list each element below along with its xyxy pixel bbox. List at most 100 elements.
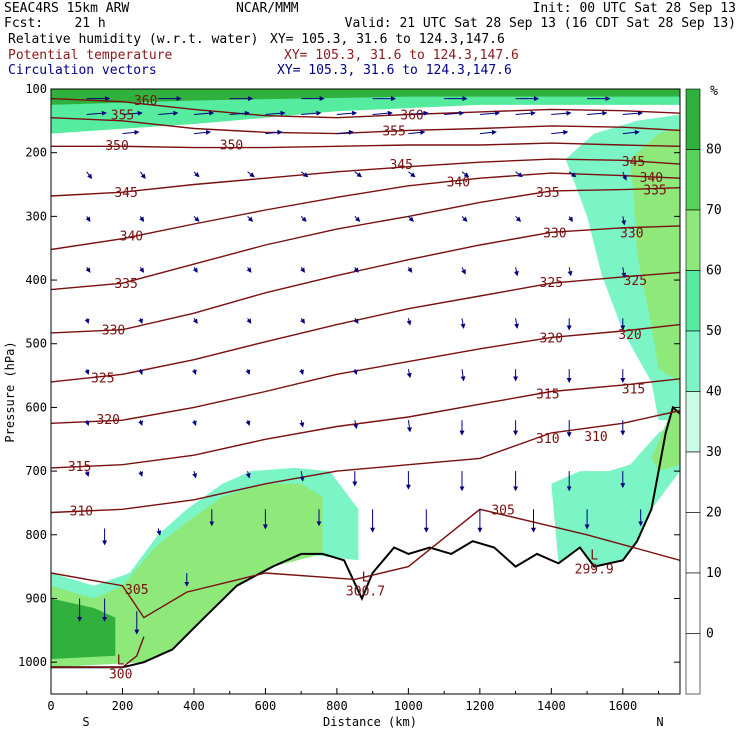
circulation-vector-50 — [461, 216, 468, 222]
theta-contour-335 — [51, 187, 680, 291]
circulation-vector-60 — [407, 267, 413, 273]
circulation-vector-82 — [406, 369, 412, 379]
circulation-vector-99 — [138, 470, 144, 477]
circulation-vector-90 — [245, 420, 251, 426]
circulation-vector-0 — [86, 110, 107, 116]
circulation-vector-71 — [406, 318, 412, 326]
theta-label-20: 320 — [540, 331, 563, 346]
circulation-vector-32 — [86, 171, 93, 179]
theta-contour-320 — [51, 323, 680, 424]
theta-label-7: 325 — [91, 372, 114, 387]
colorbar-label-30: 30 — [706, 445, 722, 460]
theta-label-11: 305 — [125, 583, 148, 598]
theta-contour-315 — [51, 378, 680, 469]
x-tick-label-1600: 1600 — [608, 699, 637, 713]
circulation-vector-70 — [353, 318, 359, 324]
theta-label-5: 335 — [114, 277, 137, 292]
circulation-vector-58 — [300, 267, 305, 273]
theta-label-9: 315 — [68, 460, 91, 475]
field1-xy: XY= 105.3, 31.6 to 124.3,147.6 — [270, 32, 505, 47]
circulation-vector-12 — [515, 110, 536, 116]
colorbar-label-0: 0 — [706, 627, 714, 642]
circulation-vector-52 — [568, 216, 573, 223]
theta-contour-300 — [51, 636, 145, 668]
circulation-vector-69 — [300, 318, 305, 324]
circulation-vector-36 — [300, 171, 309, 178]
circulation-vector-59 — [353, 267, 359, 273]
colorbar-bin->80 — [685, 88, 701, 150]
forecast-hour: Fcst: 21 h — [4, 16, 106, 31]
theta-label-31: 310 — [584, 430, 607, 445]
low-value-2: 299.9 — [575, 562, 614, 577]
y-tick-label-300: 300 — [25, 209, 47, 223]
circulation-vector-89 — [191, 420, 197, 426]
theta-label-12: 350 — [220, 138, 243, 153]
circulation-vector-100 — [192, 470, 198, 479]
theta-contour-325 — [51, 271, 680, 383]
circulation-vector-2 — [158, 110, 179, 116]
x-tick-label-1200: 1200 — [465, 699, 494, 713]
theta-contour-350 — [51, 142, 680, 149]
theta-contour-360 — [51, 97, 680, 119]
colorbar-label-40: 40 — [706, 385, 722, 400]
theta-label-14: 355 — [382, 124, 405, 139]
theta-label-4: 340 — [120, 230, 143, 245]
theta-label-10: 310 — [70, 505, 93, 520]
circulation-vector-98 — [84, 470, 90, 477]
circulation-vector-24 — [122, 129, 140, 135]
circulation-vector-45 — [193, 216, 200, 222]
endpoint-right-label: N — [656, 715, 663, 729]
field2-xy: XY= 105.3, 31.6 to 124.3,147.6 — [284, 48, 519, 63]
colorbar-bin-10-20 — [685, 512, 701, 574]
y-tick-label-900: 900 — [25, 591, 47, 605]
circulation-vector-46 — [247, 216, 254, 222]
model-title: SEAC4RS 15km ARW — [4, 1, 130, 16]
x-tick-label-600: 600 — [255, 699, 277, 713]
circulation-vector-83 — [460, 369, 466, 382]
circulation-vector-33 — [139, 171, 146, 179]
y-tick-label-400: 400 — [25, 273, 47, 287]
circulation-vector-63 — [567, 267, 573, 277]
circulation-vector-62 — [513, 267, 519, 277]
circulation-vector-30 — [551, 129, 569, 135]
field3-name: Circulation vectors — [8, 63, 157, 78]
circulation-vector-78 — [191, 369, 197, 375]
theta-label-18: 330 — [543, 226, 566, 241]
circulation-vector-28 — [408, 129, 426, 135]
circulation-vector-61 — [461, 267, 466, 275]
circulation-vector-10 — [444, 110, 465, 116]
y-axis-label: Pressure (hPa) — [3, 341, 17, 442]
theta-label-29: 320 — [618, 328, 641, 343]
y-tick-label-600: 600 — [25, 400, 47, 414]
theta-label-28: 325 — [624, 274, 647, 289]
colorbar-label-80: 80 — [706, 143, 722, 158]
theta-contour-310 — [51, 409, 680, 514]
x-tick-label-800: 800 — [326, 699, 348, 713]
circulation-vector-31 — [622, 129, 640, 135]
theta-label-13: 360 — [400, 109, 423, 124]
y-tick-label-100: 100 — [25, 82, 47, 96]
circulation-vector-9 — [408, 110, 429, 116]
rh-region-1 — [51, 89, 680, 105]
circulation-vector-57 — [246, 267, 252, 273]
circulation-vector-101 — [245, 470, 251, 479]
colorbar-bin-<0 — [685, 633, 701, 695]
circulation-vector-42 — [622, 171, 627, 181]
y-tick-label-200: 200 — [25, 146, 47, 160]
circulation-vector-102 — [299, 471, 305, 482]
init-time: Init: 00 UTC Sat 28 Sep 13 — [532, 1, 737, 16]
circulation-vector-56 — [192, 267, 198, 273]
circulation-vector-38 — [408, 171, 416, 178]
circulation-vector-3 — [193, 110, 215, 116]
circulation-vector-72 — [460, 318, 466, 329]
x-tick-label-200: 200 — [112, 699, 134, 713]
low-value-1: 300.7 — [346, 585, 385, 600]
circulation-vector-8 — [372, 110, 393, 116]
circulation-vector-76 — [84, 369, 90, 375]
low-symbol-0: L — [117, 654, 125, 669]
circulation-vector-35 — [247, 171, 255, 178]
theta-contour-340 — [51, 172, 680, 251]
x-axis-label: Distance (km) — [323, 715, 417, 729]
circulation-vector-25 — [193, 129, 211, 135]
circulation-vector-79 — [245, 369, 251, 375]
